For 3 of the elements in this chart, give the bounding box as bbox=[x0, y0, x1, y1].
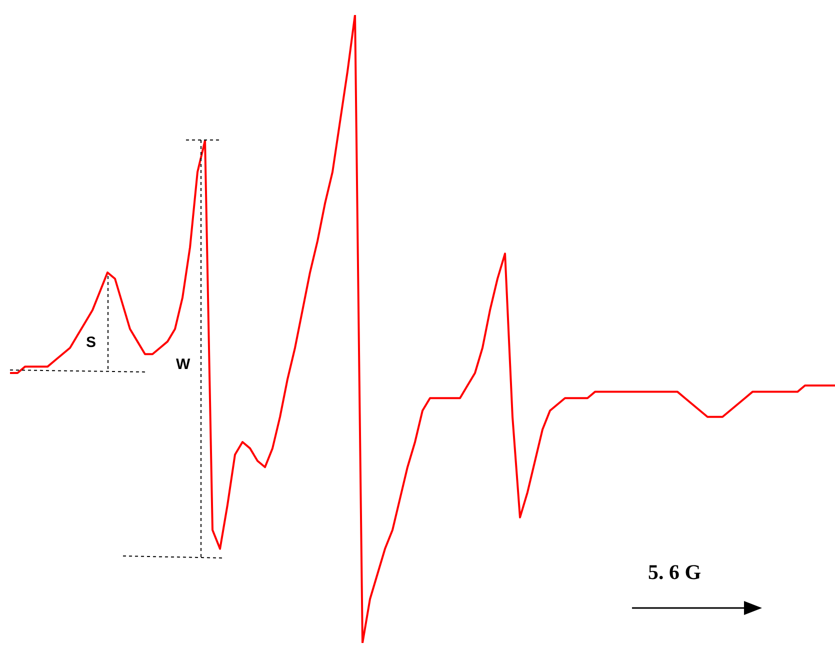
annotation: 5. 6 G bbox=[648, 560, 702, 585]
annotation: S bbox=[86, 334, 96, 351]
annotation: W bbox=[176, 356, 190, 373]
